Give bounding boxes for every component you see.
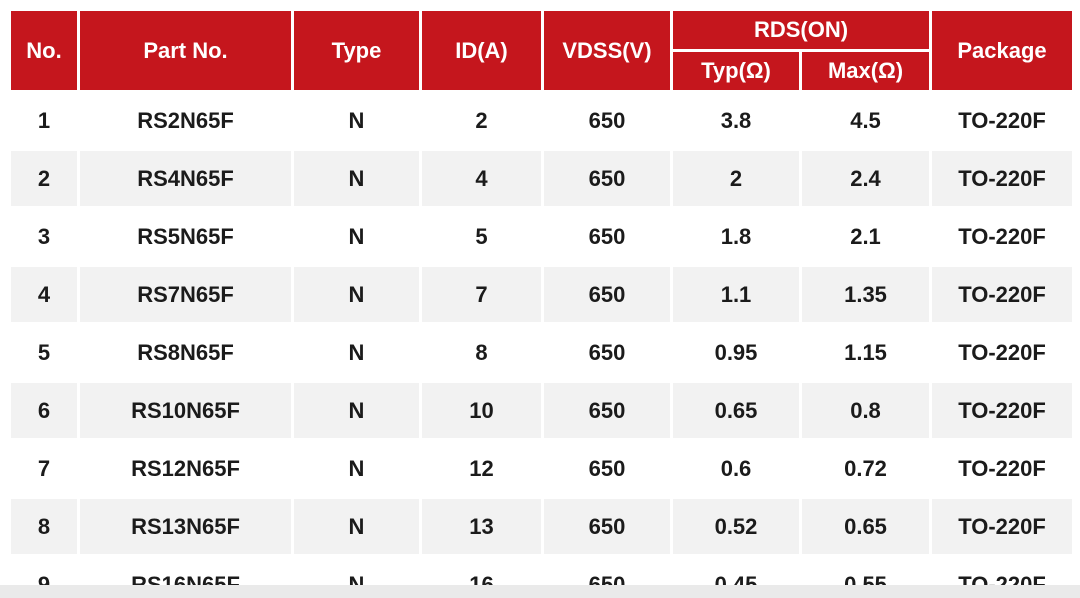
table-body: 1 RS2N65F N 2 650 3.8 4.5 TO-220F 2 RS4N… xyxy=(8,90,1076,598)
cell-id: 2 xyxy=(419,90,544,151)
cell-part-no: RS4N65F xyxy=(77,148,294,209)
cell-part-no: RS2N65F xyxy=(77,90,294,151)
cell-vdss: 650 xyxy=(541,438,673,499)
cell-no: 8 xyxy=(8,496,80,557)
table-row: 3 RS5N65F N 5 650 1.8 2.1 TO-220F xyxy=(8,206,1076,267)
cell-type: N xyxy=(291,496,422,557)
cell-vdss: 650 xyxy=(541,90,673,151)
cell-type: N xyxy=(291,206,422,267)
cell-rds-typ: 2 xyxy=(670,148,802,209)
cell-id: 8 xyxy=(419,322,544,383)
cell-rds-max: 2.4 xyxy=(798,148,933,209)
cell-rds-max: 1.35 xyxy=(798,264,933,325)
col-header-rds-typ: Typ(Ω) xyxy=(670,49,802,93)
cell-package: TO-220F xyxy=(929,264,1076,325)
cell-type: N xyxy=(291,148,422,209)
cell-no: 2 xyxy=(8,148,80,209)
cell-id: 12 xyxy=(419,438,544,499)
table-row: 2 RS4N65F N 4 650 2 2.4 TO-220F xyxy=(8,148,1076,209)
cell-rds-max: 4.5 xyxy=(798,90,933,151)
cell-rds-typ: 0.6 xyxy=(670,438,802,499)
cell-type: N xyxy=(291,264,422,325)
cell-no: 5 xyxy=(8,322,80,383)
cell-no: 6 xyxy=(8,380,80,441)
cell-no: 4 xyxy=(8,264,80,325)
cell-no: 7 xyxy=(8,438,80,499)
cell-part-no: RS7N65F xyxy=(77,264,294,325)
cell-vdss: 650 xyxy=(541,264,673,325)
cell-package: TO-220F xyxy=(929,496,1076,557)
cell-rds-typ: 1.1 xyxy=(670,264,802,325)
col-header-rds-max: Max(Ω) xyxy=(798,49,933,93)
bottom-divider xyxy=(0,585,1080,598)
cell-vdss: 650 xyxy=(541,322,673,383)
col-header-no: No. xyxy=(8,8,80,93)
cell-rds-max: 0.8 xyxy=(798,380,933,441)
cell-id: 4 xyxy=(419,148,544,209)
cell-id: 7 xyxy=(419,264,544,325)
cell-type: N xyxy=(291,438,422,499)
cell-rds-max: 0.65 xyxy=(798,496,933,557)
cell-no: 3 xyxy=(8,206,80,267)
cell-type: N xyxy=(291,322,422,383)
cell-id: 13 xyxy=(419,496,544,557)
table-row: 7 RS12N65F N 12 650 0.6 0.72 TO-220F xyxy=(8,438,1076,499)
cell-rds-typ: 0.52 xyxy=(670,496,802,557)
cell-package: TO-220F xyxy=(929,148,1076,209)
cell-rds-typ: 0.65 xyxy=(670,380,802,441)
cell-part-no: RS13N65F xyxy=(77,496,294,557)
cell-id: 5 xyxy=(419,206,544,267)
table-row: 1 RS2N65F N 2 650 3.8 4.5 TO-220F xyxy=(8,90,1076,151)
cell-rds-typ: 3.8 xyxy=(670,90,802,151)
table-header: No. Part No. Type ID(A) VDSS(V) RDS(ON) … xyxy=(8,8,1076,93)
col-header-vdss: VDSS(V) xyxy=(541,8,673,93)
table-row: 5 RS8N65F N 8 650 0.95 1.15 TO-220F xyxy=(8,322,1076,383)
cell-package: TO-220F xyxy=(929,380,1076,441)
cell-rds-max: 0.72 xyxy=(798,438,933,499)
cell-rds-max: 2.1 xyxy=(798,206,933,267)
col-header-part-no: Part No. xyxy=(77,8,294,93)
cell-part-no: RS12N65F xyxy=(77,438,294,499)
col-header-id: ID(A) xyxy=(419,8,544,93)
cell-rds-typ: 1.8 xyxy=(670,206,802,267)
mosfet-spec-table: No. Part No. Type ID(A) VDSS(V) RDS(ON) … xyxy=(8,8,1076,598)
cell-type: N xyxy=(291,380,422,441)
cell-id: 10 xyxy=(419,380,544,441)
cell-type: N xyxy=(291,90,422,151)
cell-vdss: 650 xyxy=(541,380,673,441)
cell-vdss: 650 xyxy=(541,148,673,209)
cell-part-no: RS8N65F xyxy=(77,322,294,383)
cell-no: 9 xyxy=(8,554,80,598)
cell-package: TO-220F xyxy=(929,206,1076,267)
table-row: 4 RS7N65F N 7 650 1.1 1.35 TO-220F xyxy=(8,264,1076,325)
cell-vdss: 650 xyxy=(541,206,673,267)
cell-rds-typ: 0.95 xyxy=(670,322,802,383)
cell-part-no: RS10N65F xyxy=(77,380,294,441)
col-header-rds-on: RDS(ON) xyxy=(669,8,933,52)
cell-rds-max: 1.15 xyxy=(798,322,933,383)
spec-table-wrap: No. Part No. Type ID(A) VDSS(V) RDS(ON) … xyxy=(8,8,1076,598)
col-header-package: Package xyxy=(929,8,1076,93)
col-header-type: Type xyxy=(291,8,422,93)
cell-package: TO-220F xyxy=(929,322,1076,383)
cell-part-no: RS5N65F xyxy=(77,206,294,267)
cell-package: TO-220F xyxy=(929,90,1076,151)
table-row: 6 RS10N65F N 10 650 0.65 0.8 TO-220F xyxy=(8,380,1076,441)
cell-package: TO-220F xyxy=(929,438,1076,499)
cell-no: 1 xyxy=(8,90,80,151)
cell-vdss: 650 xyxy=(541,496,673,557)
table-row: 8 RS13N65F N 13 650 0.52 0.65 TO-220F xyxy=(8,496,1076,557)
